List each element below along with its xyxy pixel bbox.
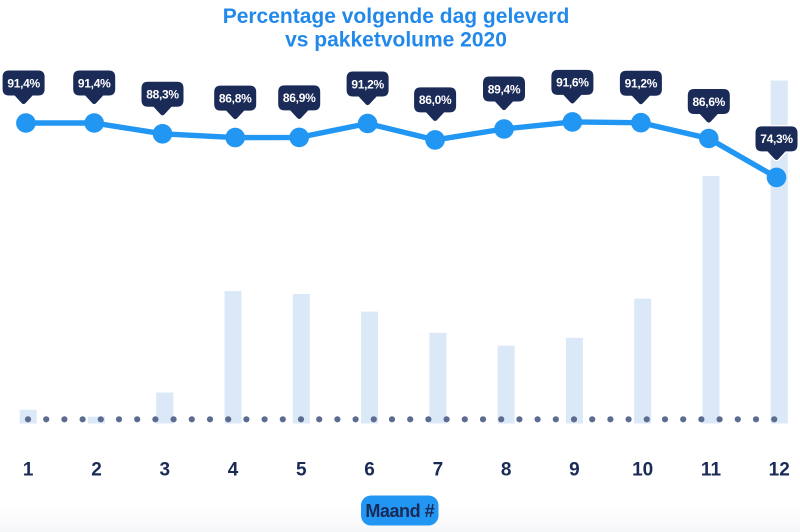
svg-text:4: 4: [228, 459, 239, 480]
svg-text:vs pakketvolume 2020: vs pakketvolume 2020: [285, 28, 507, 51]
svg-text:5: 5: [296, 459, 307, 480]
svg-text:91,4%: 91,4%: [78, 76, 111, 90]
svg-text:86,8%: 86,8%: [219, 91, 252, 105]
svg-text:6: 6: [364, 459, 375, 480]
svg-text:1: 1: [23, 459, 34, 480]
svg-text:91,6%: 91,6%: [556, 76, 589, 90]
svg-text:11: 11: [701, 459, 722, 480]
svg-text:89,4%: 89,4%: [488, 82, 521, 96]
svg-text:2: 2: [91, 459, 102, 480]
svg-text:86,6%: 86,6%: [693, 95, 726, 109]
svg-text:12: 12: [769, 459, 790, 480]
svg-text:Maand #: Maand #: [365, 501, 434, 521]
svg-text:86,9%: 86,9%: [283, 91, 316, 105]
svg-text:74,3%: 74,3%: [760, 132, 793, 146]
svg-text:9: 9: [569, 459, 580, 480]
svg-text:3: 3: [159, 459, 170, 480]
svg-text:88,3%: 88,3%: [146, 88, 179, 102]
svg-text:8: 8: [501, 459, 512, 480]
svg-text:91,2%: 91,2%: [625, 77, 658, 91]
svg-text:7: 7: [433, 459, 444, 480]
svg-text:10: 10: [632, 459, 653, 480]
svg-text:91,2%: 91,2%: [351, 77, 384, 91]
svg-text:86,0%: 86,0%: [419, 93, 452, 107]
svg-text:91,4%: 91,4%: [7, 76, 40, 90]
svg-text:Percentage volgende dag geleve: Percentage volgende dag geleverd: [223, 5, 570, 28]
